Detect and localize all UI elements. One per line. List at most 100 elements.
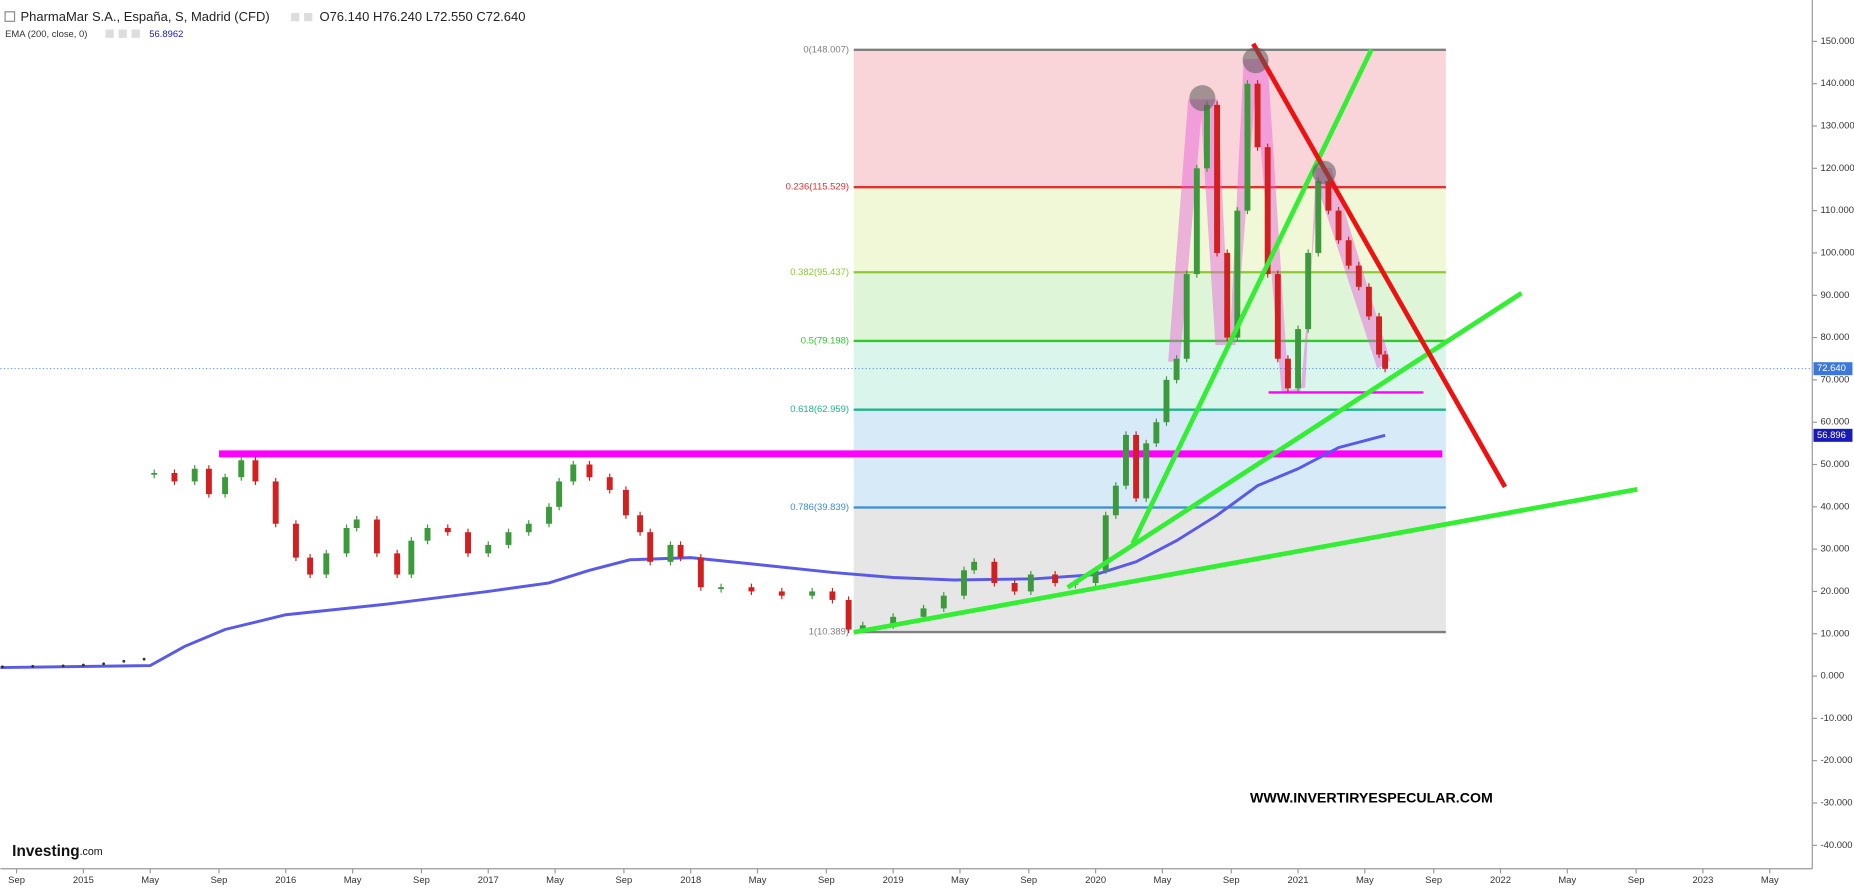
ema-tag-label: 56.896 (1817, 430, 1846, 441)
icon[interactable] (291, 13, 300, 22)
candle (1193, 168, 1200, 275)
candle (1325, 181, 1332, 211)
x-tick-label: Sep (211, 875, 228, 886)
y-tick-label: -30.000 (1821, 798, 1853, 809)
y-tick-label: 110.000 (1821, 205, 1854, 216)
y-tick-label: 90.000 (1821, 290, 1850, 301)
candle (1234, 210, 1241, 338)
y-tick-label: 70.000 (1821, 374, 1850, 385)
x-tick-label: May (749, 875, 767, 886)
candle (1274, 274, 1281, 359)
candle (353, 519, 360, 528)
icon[interactable] (304, 13, 313, 22)
candle (546, 506, 552, 524)
fib-label: 0.382(95.437) (790, 267, 849, 278)
price-dot (31, 664, 35, 668)
candle (1295, 329, 1302, 389)
ema-tag (1813, 428, 1853, 442)
collapse-icon[interactable] (4, 11, 16, 22)
icon[interactable] (118, 29, 127, 38)
candle (748, 587, 755, 592)
candle (1052, 574, 1059, 583)
candle (677, 544, 684, 558)
candle (1264, 147, 1271, 275)
fib-label: 0.618(62.959) (790, 404, 849, 415)
candle (151, 472, 158, 475)
x-tick-label: 2016 (275, 875, 296, 886)
y-tick-label: 130.000 (1821, 121, 1854, 132)
candle (222, 477, 229, 495)
candle (485, 544, 492, 554)
candle (1315, 181, 1322, 253)
price-tag (1813, 362, 1853, 376)
ema-line (0, 433, 1386, 670)
candle (637, 515, 644, 533)
candle (778, 591, 785, 596)
ohlc: O76.140 H76.240 L72.550 C72.640 (319, 9, 525, 24)
y-tick-label: 20.000 (1821, 586, 1850, 597)
candle (622, 489, 629, 516)
candle (570, 464, 577, 482)
logo-text: Investing (12, 843, 79, 860)
price-dot (0, 665, 4, 669)
candle (1284, 358, 1291, 389)
candle (1183, 274, 1190, 359)
candle (1123, 434, 1129, 486)
peak-marker (1189, 85, 1216, 112)
fib-label: 0.5(79.198) (801, 335, 849, 346)
candle (1355, 265, 1362, 287)
y-tick-label: 50.000 (1821, 459, 1850, 470)
candle (394, 553, 401, 575)
icon[interactable] (105, 29, 114, 38)
y-tick-label: -40.000 (1821, 840, 1853, 851)
trend-line (1130, 48, 1374, 545)
icon[interactable] (131, 29, 140, 38)
trend-line (853, 486, 1638, 635)
candle (1027, 574, 1034, 592)
candle (1133, 434, 1140, 499)
watermark: WWW.INVERTIRYESPECULAR.COM (1250, 791, 1493, 807)
x-tick-label: Sep (8, 875, 25, 886)
candle (1244, 83, 1251, 211)
y-tick-label: 120.000 (1821, 163, 1854, 174)
x-tick-label: May (141, 875, 159, 886)
fib-label: 1(10.389) (809, 627, 849, 638)
fib-zone (853, 340, 1446, 410)
candle (1382, 354, 1389, 369)
x-tick-label: 2021 (1288, 875, 1309, 886)
candle (845, 599, 852, 630)
x-tick-label: Sep (818, 875, 835, 886)
y-tick-label: -10.000 (1821, 713, 1853, 724)
candle (1203, 104, 1210, 169)
candle (1011, 582, 1018, 592)
y-tick-label: 150.000 (1821, 36, 1854, 47)
fib-zone (853, 49, 1446, 188)
x-tick-label: Sep (1628, 875, 1645, 886)
candle (444, 527, 451, 533)
candle (465, 532, 471, 554)
pattern-shading (1168, 59, 1391, 393)
candle (1214, 104, 1221, 253)
x-tick-label: May (1153, 875, 1171, 886)
x-tick-label: 2018 (680, 875, 701, 886)
x-tick-label: May (1356, 875, 1374, 886)
y-tick-label: 30.000 (1821, 544, 1850, 555)
candle (171, 472, 178, 482)
candle (424, 527, 431, 541)
candle (252, 460, 259, 482)
x-tick-label: 2022 (1490, 875, 1511, 886)
candle (859, 625, 866, 630)
x-tick-label: 2023 (1692, 875, 1713, 886)
candle (961, 570, 967, 596)
candle (890, 616, 897, 626)
candle (556, 481, 563, 507)
candle (1224, 252, 1231, 338)
fib-label: 0.236(115.529) (786, 182, 849, 193)
candle (1254, 83, 1261, 148)
candle (1365, 286, 1372, 317)
candle (586, 464, 593, 478)
logo: Investing.com (12, 843, 103, 860)
